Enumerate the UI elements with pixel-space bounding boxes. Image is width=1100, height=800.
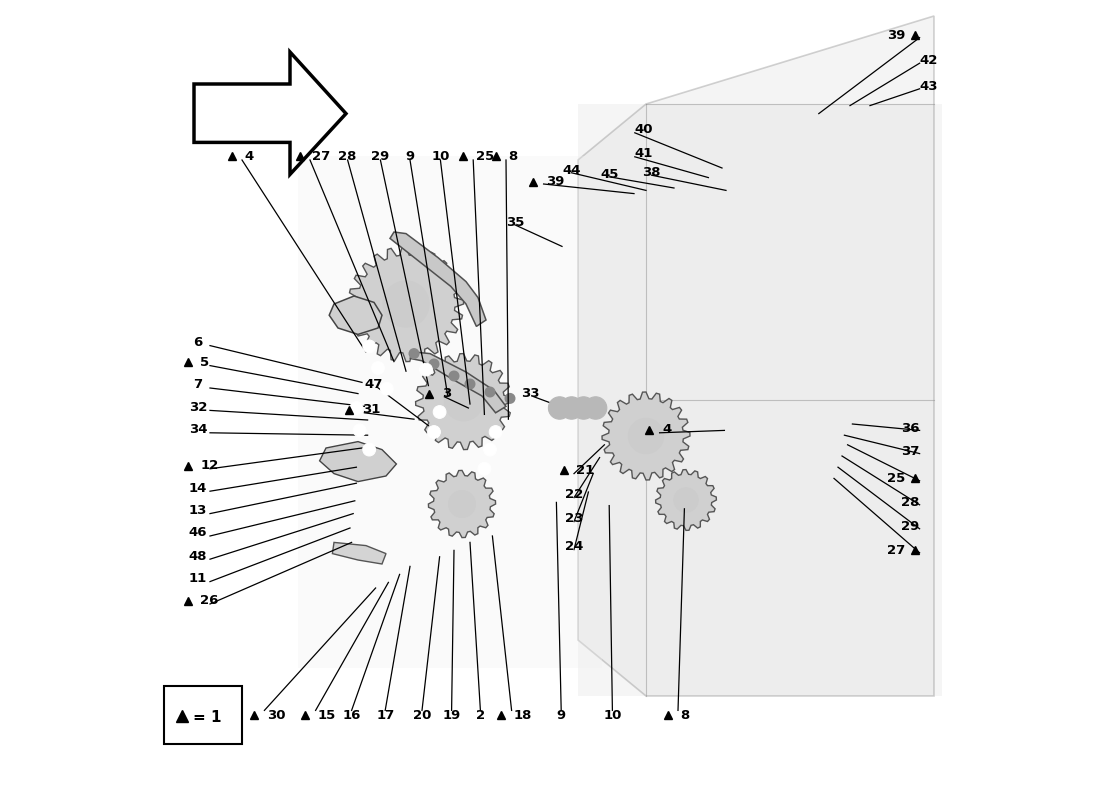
Circle shape (363, 340, 375, 353)
Text: 40: 40 (635, 123, 653, 136)
Text: 27: 27 (312, 150, 331, 162)
Polygon shape (602, 392, 690, 480)
Text: 31: 31 (362, 403, 381, 416)
Text: 8: 8 (681, 709, 690, 722)
Text: 16: 16 (342, 709, 361, 722)
Text: 2: 2 (476, 709, 485, 722)
Text: 9: 9 (406, 150, 415, 162)
Text: 4: 4 (662, 423, 671, 436)
Text: 45: 45 (600, 168, 618, 181)
Text: 39: 39 (887, 29, 905, 42)
Circle shape (381, 382, 393, 395)
Circle shape (490, 426, 502, 438)
Circle shape (353, 424, 366, 437)
Circle shape (478, 462, 491, 475)
Text: 39: 39 (546, 175, 564, 188)
Text: = 1: = 1 (194, 710, 222, 725)
FancyBboxPatch shape (298, 156, 602, 668)
Polygon shape (416, 354, 512, 450)
Text: 25: 25 (475, 150, 494, 162)
Text: 5: 5 (200, 356, 209, 369)
Text: 4: 4 (244, 150, 254, 162)
Polygon shape (320, 442, 396, 482)
Text: 36: 36 (901, 422, 920, 434)
Text: 25: 25 (887, 472, 905, 485)
Text: 42: 42 (920, 54, 938, 67)
Text: 48: 48 (189, 550, 207, 562)
Text: 30: 30 (267, 709, 285, 722)
Text: 38: 38 (642, 166, 661, 179)
Text: 37: 37 (901, 445, 920, 458)
Text: 9: 9 (557, 709, 565, 722)
Text: 6: 6 (194, 336, 202, 349)
Text: 26: 26 (200, 594, 219, 607)
Text: 8: 8 (508, 150, 518, 162)
Circle shape (449, 371, 459, 381)
Polygon shape (349, 246, 463, 362)
Text: 29: 29 (901, 520, 920, 533)
Polygon shape (194, 52, 346, 174)
Polygon shape (329, 296, 382, 334)
Circle shape (383, 281, 429, 327)
Circle shape (628, 418, 663, 454)
Circle shape (409, 349, 419, 358)
Text: 34: 34 (189, 423, 207, 436)
Text: 28: 28 (901, 496, 920, 509)
Text: 14: 14 (189, 482, 207, 494)
Polygon shape (578, 16, 934, 696)
Text: 27: 27 (887, 544, 905, 557)
Circle shape (485, 387, 495, 397)
Text: 18: 18 (514, 709, 532, 722)
Polygon shape (390, 232, 486, 326)
Circle shape (419, 363, 432, 376)
Text: 10: 10 (431, 150, 450, 162)
Circle shape (372, 362, 384, 374)
Circle shape (429, 359, 439, 369)
Text: 10: 10 (603, 709, 622, 722)
Circle shape (560, 397, 583, 419)
Text: 12: 12 (200, 459, 219, 472)
Text: 32: 32 (189, 401, 207, 414)
Circle shape (505, 394, 515, 403)
Text: 43: 43 (920, 80, 938, 93)
Text: 15: 15 (318, 709, 337, 722)
Polygon shape (410, 352, 506, 413)
Circle shape (572, 397, 595, 419)
Circle shape (433, 406, 446, 418)
Circle shape (350, 402, 363, 414)
Text: 46: 46 (189, 526, 207, 539)
Text: 35: 35 (506, 216, 524, 229)
Text: 19: 19 (442, 709, 461, 722)
Text: 21: 21 (576, 464, 595, 477)
Text: 47: 47 (365, 378, 383, 390)
Text: 11: 11 (189, 572, 207, 585)
Text: 41: 41 (635, 147, 653, 160)
Polygon shape (332, 542, 386, 564)
Text: 3: 3 (442, 387, 451, 400)
Polygon shape (656, 470, 716, 530)
Text: 7: 7 (194, 378, 202, 391)
Text: 20: 20 (412, 709, 431, 722)
Text: 28: 28 (339, 150, 356, 162)
Circle shape (584, 397, 607, 419)
FancyBboxPatch shape (578, 104, 942, 696)
Text: 24: 24 (564, 540, 583, 553)
FancyBboxPatch shape (164, 686, 242, 744)
Text: 44: 44 (562, 164, 581, 177)
Circle shape (465, 379, 475, 389)
Text: 23: 23 (564, 512, 583, 525)
Text: 22: 22 (565, 488, 583, 501)
Circle shape (449, 490, 475, 518)
Polygon shape (428, 470, 496, 538)
Text: 29: 29 (372, 150, 389, 162)
Circle shape (444, 382, 483, 421)
Text: 17: 17 (376, 709, 394, 722)
Text: 33: 33 (520, 387, 539, 400)
Circle shape (674, 488, 698, 512)
Text: 13: 13 (189, 504, 207, 517)
Circle shape (549, 397, 571, 419)
Circle shape (484, 443, 496, 456)
Circle shape (428, 426, 440, 438)
Circle shape (363, 443, 375, 456)
